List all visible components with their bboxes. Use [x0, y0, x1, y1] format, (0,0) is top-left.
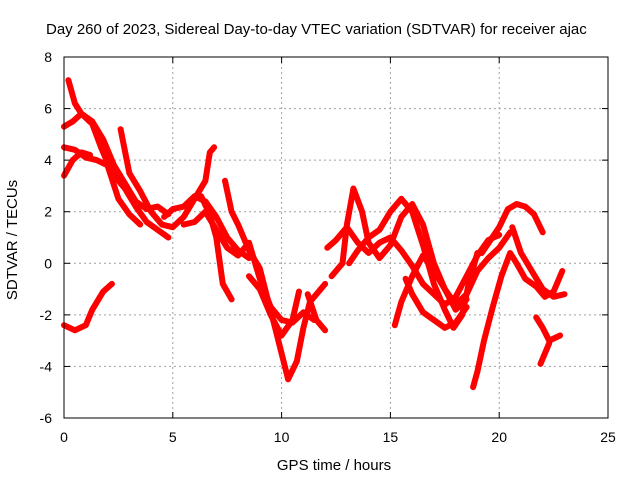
- x-axis-label: GPS time / hours: [277, 457, 391, 474]
- y-tick-label: 0: [44, 255, 52, 271]
- y-tick-label: 2: [44, 204, 52, 220]
- data-series-17: [402, 275, 470, 331]
- x-tick-label: 0: [60, 429, 68, 445]
- y-tick-label: -4: [40, 358, 53, 374]
- data-series-19: [478, 201, 546, 256]
- y-tick-label: 6: [44, 101, 52, 117]
- data-series-16: [391, 229, 514, 329]
- data-series-11: [246, 273, 302, 339]
- x-tick-label: 10: [274, 429, 290, 445]
- y-axis-label: SDTVAR / TECUs: [4, 180, 21, 300]
- data-series-22: [537, 340, 553, 367]
- y-tick-label: 4: [44, 152, 52, 168]
- data-series-9: [198, 193, 235, 303]
- x-tick-label: 15: [383, 429, 399, 445]
- data-series-4: [61, 144, 144, 228]
- x-tick-label: 25: [600, 429, 616, 445]
- chart-title: Day 260 of 2023, Sidereal Day-to-day VTE…: [46, 21, 587, 38]
- data-series-10: [222, 177, 329, 383]
- x-tick-label: 5: [169, 429, 177, 445]
- data-series-20: [509, 224, 568, 300]
- data-series-5: [61, 149, 94, 179]
- x-tick-label: 20: [491, 429, 507, 445]
- data-series-1: [61, 280, 115, 334]
- data-series-21: [533, 314, 564, 344]
- data-series-18: [470, 250, 566, 391]
- y-tick-label: 8: [44, 49, 52, 65]
- data-series-6: [117, 126, 218, 231]
- x-tick-labels: 0 5 10 15 20 25: [60, 429, 616, 445]
- axis-ticks: [63, 56, 609, 419]
- y-tick-labels: -6 -4 -2 0 2 4 6 8: [40, 49, 53, 426]
- y-tick-label: -6: [40, 410, 53, 426]
- y-tick-label: -2: [40, 307, 53, 323]
- plot-frame: [63, 56, 609, 419]
- data-series: [61, 77, 568, 391]
- data-series-12: [304, 291, 329, 334]
